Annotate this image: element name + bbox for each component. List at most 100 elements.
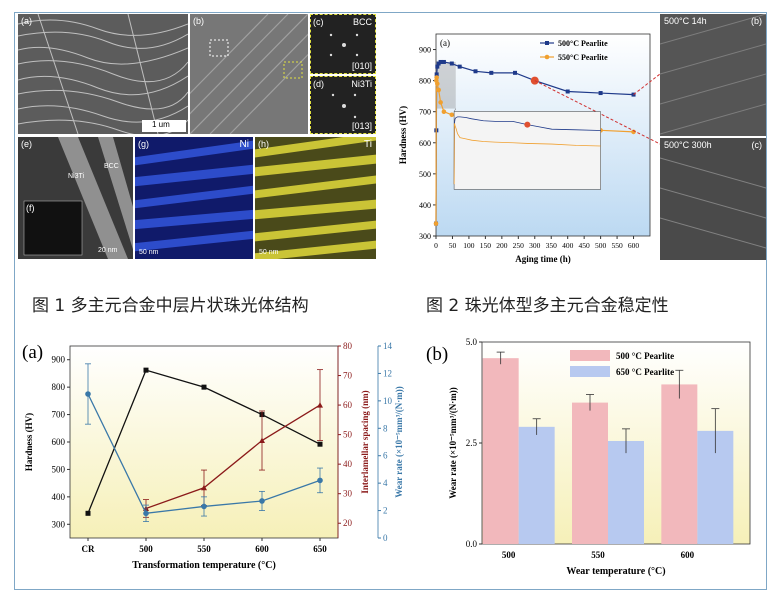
fig3-right2-tick-label: 10 <box>383 396 393 406</box>
fig3-series-point <box>317 402 323 408</box>
fig3-left-tick-label: 300 <box>52 519 66 529</box>
panel-h-element: Ti <box>364 139 372 150</box>
panel-h-scalebar: 50 nm <box>259 249 279 256</box>
fig3-series-point <box>317 477 323 484</box>
fig2-xtick-label: 100 <box>463 241 475 250</box>
fig2-series-point <box>449 61 454 66</box>
panel-f-label: (f) <box>26 203 35 213</box>
fig3-xtick-label: 500 <box>139 544 153 554</box>
panel-h-label: (h) <box>258 139 269 149</box>
fig2-series-point <box>565 89 570 94</box>
panel-e-scalebar: 20 nm <box>98 247 118 254</box>
fig2-legend-marker <box>545 41 549 45</box>
fig3-xtick-label: 550 <box>197 544 211 554</box>
fig3-left-tick-label: 800 <box>52 382 66 392</box>
fig2-ytick-label: 300 <box>419 232 431 241</box>
fig4-bar <box>482 358 519 544</box>
fig2-series-point <box>598 91 603 96</box>
fig4-xtick-label: 550 <box>591 550 605 560</box>
fig2-ytick-label: 800 <box>419 77 431 86</box>
panel-2b-label: (b) <box>751 16 762 26</box>
fig3-series-point <box>201 484 207 491</box>
fig2-ylabel: Hardness (HV) <box>398 106 408 164</box>
fig3-xtick-label: 650 <box>313 544 327 554</box>
fig3-right1-tick-label: 30 <box>343 489 353 499</box>
figure-frame <box>14 12 767 590</box>
fig3-series-point <box>143 367 149 373</box>
fig2-series-point <box>489 70 494 75</box>
fig4-ytick-label: 2.5 <box>466 438 478 448</box>
fig2-xtick-label: 450 <box>579 241 591 250</box>
fig3-right1-tick-label: 80 <box>343 341 353 351</box>
fig4-legend-swatch <box>570 350 610 361</box>
panel-2b-time: 500°C 14h <box>664 16 707 26</box>
fig4-legend-swatch <box>570 366 610 377</box>
panel-b-texture <box>190 14 308 134</box>
fig2-xlabel: Aging time (h) <box>515 254 571 264</box>
fig2-panel-label: (a) <box>440 38 450 48</box>
fig4-bar <box>572 402 608 544</box>
fig4-xtick-label: 500 <box>502 550 516 560</box>
fig4-ytick-label: 0.0 <box>466 539 478 549</box>
fig4-legend-label: 500 °C Pearlite <box>616 351 674 361</box>
fig4-ytick-label: 5.0 <box>466 337 478 347</box>
fig2-series-point <box>513 70 518 75</box>
panel-g-scalebar: 50 nm <box>139 249 159 256</box>
fig4-bar <box>608 440 644 544</box>
scalebar-a-text: 1 um <box>152 120 170 129</box>
fig2-xtick-label: 200 <box>496 241 508 250</box>
fig3-xlabel: Transformation temperature (°C) <box>132 560 276 571</box>
fig3-right1-axis-label: Interlamellar spacing (nm) <box>360 390 370 493</box>
fig3-right1-tick-label: 60 <box>343 400 353 410</box>
fig3-right2-tick-label: 8 <box>383 423 388 433</box>
fig2-series-point <box>435 81 440 87</box>
panel-b-tem-image: (b) <box>190 14 308 134</box>
fig4-bar <box>661 384 698 544</box>
fig2-series-point <box>433 221 439 226</box>
panel-a-sem-image: (a) 1 um <box>18 14 188 134</box>
fig2-series-point <box>434 75 439 80</box>
fig3-series-point <box>259 498 265 504</box>
panel-e-phase-2: BCC <box>104 163 119 170</box>
fig3-right2-tick-label: 12 <box>383 368 392 378</box>
fig2-zoom-region <box>436 61 456 109</box>
panel-2c-label: (c) <box>751 140 763 150</box>
fig3-right2-tick-label: 2 <box>383 506 388 516</box>
fig2-series-point <box>441 109 447 114</box>
panel-g-element: Ni <box>239 139 249 150</box>
panel-e-tem-image: (e) Ni3Ti BCC (f) 20 nm <box>18 137 133 259</box>
panel-e-label: (e) <box>21 139 32 149</box>
fig3-series-point <box>85 391 91 397</box>
fig3-right2-axis-label: Wear rate (×10⁻⁵mm³/(N·m)) <box>394 386 404 498</box>
fig2-legend-label: 550°C Pearlite <box>558 53 608 62</box>
fig4-legend-label: 650 °C Pearlite <box>616 367 674 377</box>
fig2-xtick-label: 50 <box>449 241 457 250</box>
fig2-ytick-label: 900 <box>419 46 431 55</box>
fig3-series-point <box>201 384 207 390</box>
fig3-right1-tick-label: 40 <box>343 459 353 469</box>
fig2-ytick-label: 600 <box>419 139 431 148</box>
fig2-series-point <box>438 100 443 105</box>
fig3-left-tick-label: 500 <box>52 464 66 474</box>
figure-2-caption: 图 2 珠光体型多主元合金稳定性 <box>426 296 669 316</box>
fig3-right1-tick-label: 70 <box>343 371 353 381</box>
panel-a-label: (a) <box>21 16 32 26</box>
figure-1-caption: 图 1 多主元合金中层片状珠光体结构 <box>32 296 309 316</box>
panel-2b-image: 500°C 14h (b) <box>660 14 766 136</box>
fig3-series-point <box>143 510 149 517</box>
fig4-panel-label: (b) <box>426 344 448 365</box>
fig4-ylabel: Wear rate (×10⁻⁵mm³/(N·m)) <box>448 387 458 499</box>
fig2-inset-highlight <box>524 121 531 128</box>
fig2-hardness-chart: 300 400 500 600 700 800 900 0 50 100 150 200 250 300 3… <box>398 33 660 264</box>
fig3-series-line-2 <box>145 404 321 510</box>
panel-2c-image: 500°C 300h (c) <box>660 138 766 260</box>
fig3-series-point <box>259 437 265 444</box>
fig2-series-point <box>438 59 443 64</box>
fig2-inset-line-1 <box>453 116 601 185</box>
fig2-ytick-label: 700 <box>419 108 431 117</box>
fig2-connector <box>633 73 660 95</box>
fig3-series-point <box>201 503 207 510</box>
scalebar-a: 1 um <box>142 120 186 132</box>
fig2-series-point <box>434 72 439 77</box>
fig2-xtick-label: 500 <box>595 241 607 250</box>
